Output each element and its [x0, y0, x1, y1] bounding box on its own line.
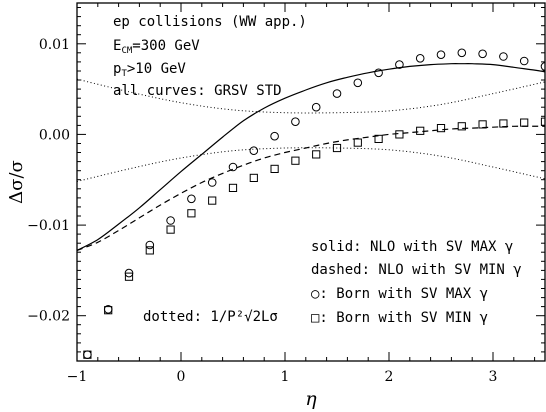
- y-tick-label: −0.02: [27, 309, 70, 325]
- born-min-square-point: [396, 131, 403, 138]
- dotted-curve-3: [77, 148, 545, 182]
- axis-ticks: −1 0 1 2 3 −0.02 −0.01 0.00 0.01: [27, 3, 545, 385]
- info-ecm-value: =300 GeV: [132, 38, 200, 54]
- born-min-square-point: [229, 184, 236, 191]
- born-min-square-point: [417, 127, 424, 134]
- y-tick-label: 0.01: [39, 37, 70, 53]
- y-tick-label: −0.01: [27, 218, 70, 234]
- born-min-square-point: [271, 165, 278, 172]
- born-max-circle-point: [375, 69, 383, 77]
- born-max-circle-point: [84, 351, 92, 359]
- legend-square: □: Born with SV MIN γ: [311, 310, 488, 326]
- legend-solid: solid: NLO with SV MAX γ: [311, 239, 513, 255]
- info-line-2: ECM=300 GeV: [113, 38, 200, 56]
- info-line-4: all curves: GRSV STD: [113, 83, 282, 99]
- info-line-1: ep collisions (WW app.): [113, 14, 307, 30]
- born-min-square-point: [437, 125, 444, 132]
- born-max-circle-point: [500, 53, 508, 61]
- x-tick-label: 0: [177, 369, 186, 385]
- plot-frame: [77, 3, 545, 361]
- info-block: ep collisions (WW app.) ECM=300 GeV pT>1…: [113, 14, 307, 99]
- born-max-circle-point: [292, 118, 300, 126]
- legend-dashed: dashed: NLO with SV MIN γ: [311, 262, 522, 278]
- born-max-circle-point: [333, 90, 341, 98]
- born-max-circle-point: [437, 51, 445, 59]
- info-ecm-subscript: CM: [121, 46, 132, 56]
- born-min-square-point: [250, 174, 257, 181]
- y-tick-label: 0.00: [39, 127, 70, 143]
- born-min-square-point: [354, 139, 361, 146]
- born-max-circle-point: [520, 57, 528, 65]
- born-min-square-point: [479, 121, 486, 128]
- born-max-circle-point: [479, 50, 487, 58]
- born-max-circle-point: [188, 195, 196, 203]
- born-max-circle-point: [312, 103, 320, 111]
- legend: solid: NLO with SV MAX γ dashed: NLO wit…: [311, 239, 522, 326]
- y-axis-label: Δσ/σ: [6, 160, 27, 204]
- legend-circle: ○: Born with SV MAX γ: [311, 286, 488, 302]
- born-max-circle-point: [229, 163, 237, 171]
- x-tick-label: −1: [67, 369, 88, 385]
- born-min-square-point: [167, 226, 174, 233]
- born-min-square-point: [188, 210, 195, 217]
- born-max-circle-point: [146, 241, 154, 249]
- born-max-circle-point: [458, 49, 466, 57]
- x-tick-label: 2: [385, 369, 394, 385]
- x-axis-label: η: [305, 388, 317, 410]
- born-max-circle-point: [208, 179, 216, 187]
- born-min-square-point: [209, 197, 216, 204]
- x-tick-label: 3: [489, 369, 498, 385]
- info-ecm-symbol: E: [113, 38, 121, 54]
- born-max-circle-point: [271, 132, 279, 140]
- info-line-3: pT>10 GeV: [113, 61, 186, 79]
- born-max-circle-point: [416, 55, 424, 63]
- born-min-square-point: [292, 157, 299, 164]
- born-min-square-point: [313, 151, 320, 158]
- x-tick-label: 1: [281, 369, 290, 385]
- dashed-curve-1: [77, 126, 545, 250]
- born-max-circle-point: [167, 217, 175, 225]
- info-pt-symbol: p: [113, 61, 121, 77]
- info-pt-value: >10 GeV: [127, 61, 187, 77]
- born-min-square-point: [521, 119, 528, 126]
- dotted-label: dotted: 1/P²√2Lσ: [143, 309, 278, 325]
- born-max-circle-point: [250, 147, 258, 155]
- born-max-circle-point: [354, 79, 362, 87]
